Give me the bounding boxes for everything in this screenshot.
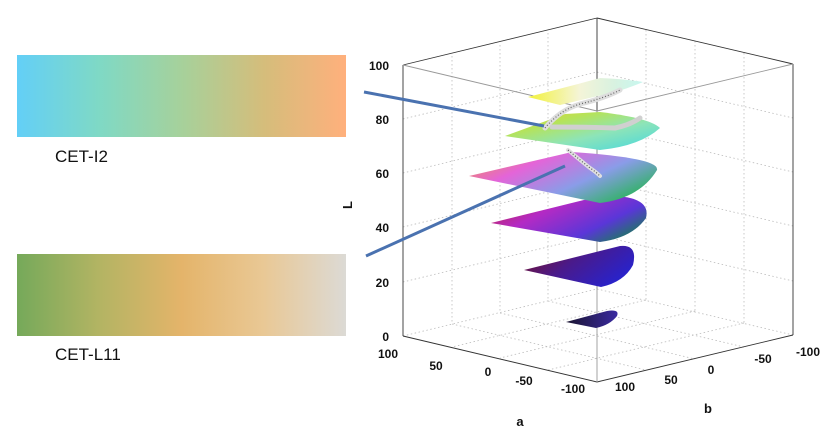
a-axis-label: a (516, 414, 524, 429)
slice-l20 (524, 245, 635, 287)
b-axis-tick-label: 0 (708, 363, 715, 377)
slice-l100 (528, 78, 643, 105)
axes-box (402, 17, 794, 383)
back-grid (402, 30, 794, 337)
l-axis-tick-label: 40 (376, 221, 390, 235)
l-axis-tick-label: 100 (369, 59, 389, 73)
cet-l11-label: CET-L11 (55, 345, 121, 364)
a-axis-ticks: 100 50 0 -50 -100 (378, 347, 585, 396)
cet-l11-colormap-bar (17, 254, 346, 336)
b-axis-ticks: 100 50 0 -50 -100 (615, 345, 820, 394)
pointer-line-cet-i2 (363, 90, 545, 128)
a-axis-tick-label: 100 (378, 347, 398, 361)
a-axis-tick-label: 0 (485, 365, 492, 379)
slice-l0 (566, 310, 618, 328)
pointer-lines (363, 90, 566, 258)
cet-l11-path-2 (566, 148, 602, 178)
slice-l40 (491, 195, 647, 242)
l-axis-tick-label: 80 (376, 113, 390, 127)
cet-i2-path (542, 87, 623, 131)
cet-i2-label: CET-I2 (55, 147, 108, 166)
cet-i2-colormap-bar (17, 55, 346, 137)
b-axis-tick-label: -100 (796, 345, 820, 359)
lab-slices (469, 78, 660, 328)
b-axis-tick-label: 100 (615, 380, 635, 394)
l-axis-tick-label: 60 (376, 167, 390, 181)
a-axis-tick-label: -100 (561, 382, 585, 396)
b-axis-tick-label: -50 (754, 352, 772, 366)
slice-l60 (469, 152, 658, 203)
pointer-line-cet-l11 (365, 164, 566, 258)
a-axis-tick-label: 50 (429, 359, 443, 373)
b-axis-label: b (704, 401, 712, 416)
l-axis-ticks: 0 20 40 60 80 100 (369, 59, 389, 344)
slice-l80 (505, 112, 660, 150)
l-axis-tick-label: 0 (382, 330, 389, 344)
l-axis-label: L (340, 201, 355, 209)
colormap-paths (542, 87, 643, 178)
floor-grid (451, 299, 745, 371)
a-axis-tick-label: -50 (515, 374, 533, 388)
l-axis-tick-label: 20 (376, 276, 390, 290)
cet-l11-path (549, 115, 643, 131)
b-axis-tick-label: 50 (664, 373, 678, 387)
